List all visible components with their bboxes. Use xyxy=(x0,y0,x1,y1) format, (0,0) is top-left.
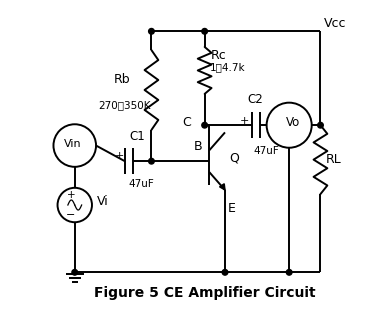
Circle shape xyxy=(318,122,323,128)
Circle shape xyxy=(222,269,228,275)
Text: +: + xyxy=(67,190,75,200)
Text: 1～4.7k: 1～4.7k xyxy=(210,63,246,73)
Text: Q: Q xyxy=(230,151,240,165)
Text: Rc: Rc xyxy=(210,49,226,62)
Text: −: − xyxy=(66,210,76,220)
Circle shape xyxy=(202,122,208,128)
Text: C: C xyxy=(182,115,191,129)
Text: 47uF: 47uF xyxy=(253,146,279,156)
Circle shape xyxy=(72,269,77,275)
Text: Vo: Vo xyxy=(286,116,300,129)
Circle shape xyxy=(149,28,154,34)
Text: B: B xyxy=(194,140,203,153)
Text: C1: C1 xyxy=(129,130,145,143)
Text: E: E xyxy=(228,202,236,215)
Text: Vin: Vin xyxy=(64,139,82,149)
Polygon shape xyxy=(220,184,225,190)
Text: +: + xyxy=(240,115,249,126)
Text: 270～350K: 270～350K xyxy=(98,100,151,110)
Text: Vi: Vi xyxy=(97,195,109,208)
Text: +: + xyxy=(115,151,124,161)
Circle shape xyxy=(287,269,292,275)
Text: 47uF: 47uF xyxy=(129,179,155,189)
Circle shape xyxy=(149,158,154,164)
Text: C2: C2 xyxy=(247,93,263,106)
Text: Rb: Rb xyxy=(114,73,130,86)
Text: Figure 5 CE Amplifier Circuit: Figure 5 CE Amplifier Circuit xyxy=(94,286,316,300)
Text: RL: RL xyxy=(326,153,342,166)
Circle shape xyxy=(202,28,208,34)
Text: Vcc: Vcc xyxy=(324,17,346,30)
